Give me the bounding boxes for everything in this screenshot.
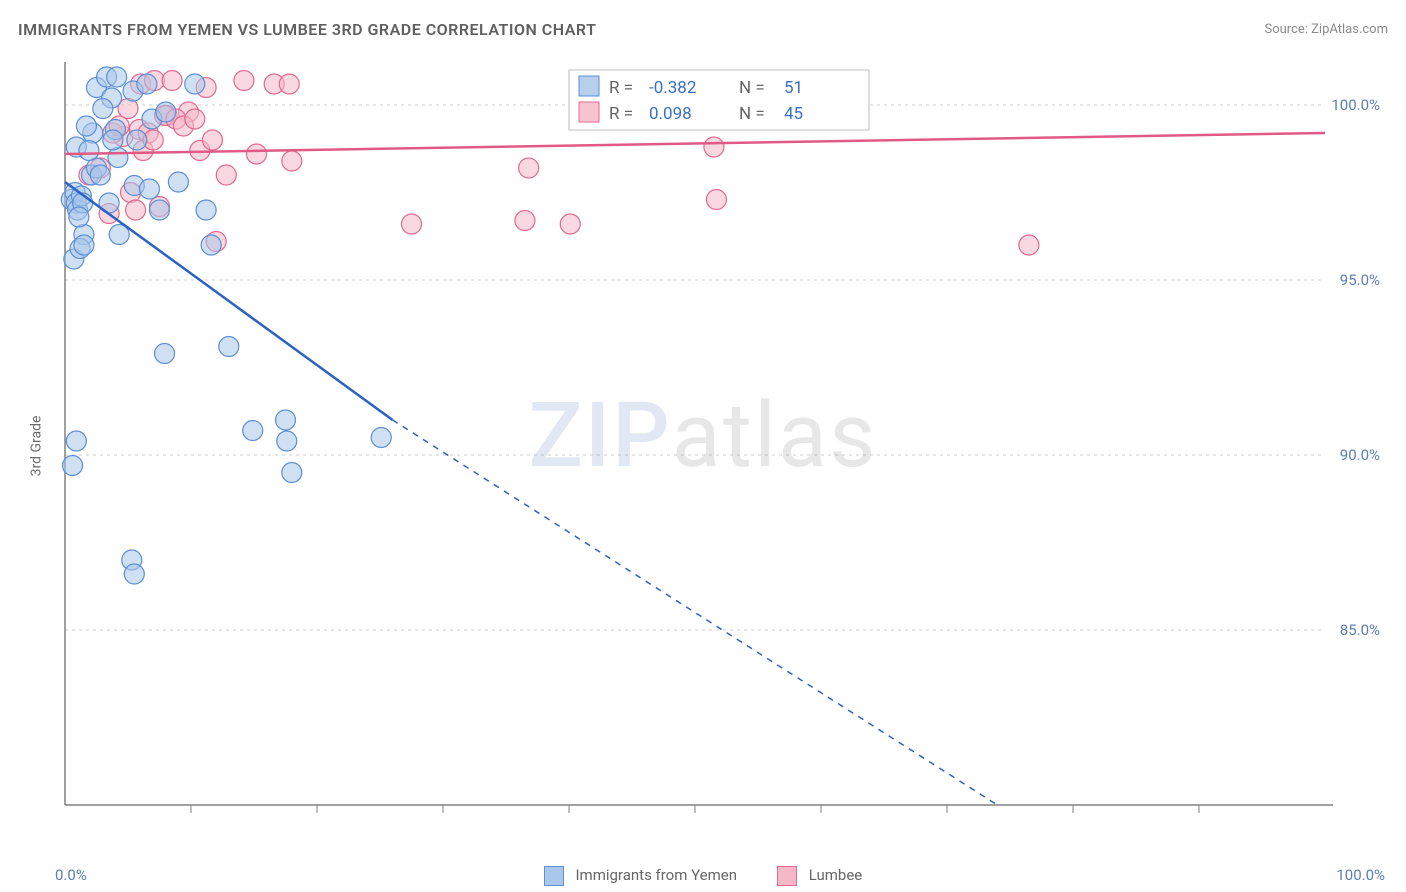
scatter-point	[279, 74, 299, 94]
scatter-point	[103, 130, 123, 150]
legend-label-lumbee: Lumbee	[809, 866, 863, 884]
y-tick-label: 95.0%	[1340, 271, 1380, 289]
trend-line	[65, 133, 1325, 154]
scatter-point	[124, 564, 144, 584]
scatter-point	[234, 71, 254, 91]
scatter-point	[219, 337, 239, 357]
chart-title: IMMIGRANTS FROM YEMEN VS LUMBEE 3RD GRAD…	[18, 20, 596, 39]
scatter-point	[79, 141, 99, 161]
y-tick-label: 85.0%	[1340, 621, 1380, 639]
scatter-point	[126, 200, 146, 220]
scatter-point	[76, 116, 96, 136]
scatter-point	[519, 158, 539, 178]
scatter-point	[155, 344, 175, 364]
scatter-point	[185, 109, 205, 129]
scatter-point	[402, 214, 422, 234]
title-bar: IMMIGRANTS FROM YEMEN VS LUMBEE 3RD GRAD…	[18, 14, 1388, 44]
scatter-point	[196, 200, 216, 220]
scatter-point	[185, 74, 205, 94]
stats-R-value: 0.098	[649, 104, 692, 124]
scatter-point	[1019, 235, 1039, 255]
stats-R-label: R =	[609, 78, 633, 98]
scatter-point	[108, 148, 128, 168]
scatter-point	[66, 431, 86, 451]
source-label: Source: ZipAtlas.com	[1264, 22, 1388, 37]
scatter-point	[74, 235, 94, 255]
trend-line	[65, 182, 393, 420]
scatter-plot: 85.0% 90.0% 95.0% 100.0% R = -0.382 N = 51 R = 0.…	[55, 60, 1385, 835]
y-tick-label: 90.0%	[1340, 446, 1380, 464]
legend-swatch-lumbee	[777, 866, 797, 886]
scatter-point	[107, 67, 127, 87]
scatter-point	[243, 421, 263, 441]
scatter-point	[90, 165, 110, 185]
legend-label-yemen: Immigrants from Yemen	[575, 866, 737, 884]
scatter-point	[216, 165, 236, 185]
legend-swatch-yemen	[544, 866, 564, 886]
y-tick-label: 100.0%	[1331, 96, 1380, 114]
legend-item-lumbee: Lumbee	[777, 866, 862, 886]
scatter-point	[282, 463, 302, 483]
bottom-legend: Immigrants from Yemen Lumbee	[0, 866, 1406, 886]
scatter-point	[137, 74, 157, 94]
stats-swatch	[579, 102, 599, 122]
stats-N-value: 45	[784, 104, 803, 124]
scatter-point	[93, 99, 113, 119]
trend-line-dashed	[393, 420, 998, 805]
scatter-point	[704, 137, 724, 157]
scatter-point	[706, 190, 726, 210]
stats-N-label: N =	[739, 104, 765, 124]
scatter-point	[150, 200, 170, 220]
scatter-point	[202, 130, 222, 150]
stats-N-label: N =	[739, 78, 765, 98]
scatter-point	[127, 130, 147, 150]
scatter-point	[201, 235, 221, 255]
scatter-point	[168, 172, 188, 192]
stats-R-value: -0.382	[649, 78, 696, 98]
scatter-point	[371, 428, 391, 448]
stats-R-label: R =	[609, 104, 633, 124]
scatter-point	[560, 214, 580, 234]
legend-item-yemen: Immigrants from Yemen	[544, 866, 737, 886]
y-axis-label: 3rd Grade	[28, 416, 44, 477]
scatter-point	[247, 144, 267, 164]
scatter-point	[162, 71, 182, 91]
scatter-point	[139, 179, 159, 199]
scatter-point	[515, 211, 535, 231]
chart-container: IMMIGRANTS FROM YEMEN VS LUMBEE 3RD GRAD…	[0, 0, 1406, 892]
scatter-point	[69, 207, 89, 227]
scatter-point	[156, 102, 176, 122]
scatter-point	[276, 410, 296, 430]
scatter-point	[282, 151, 302, 171]
scatter-point	[63, 456, 83, 476]
stats-N-value: 51	[784, 78, 803, 98]
scatter-point	[277, 431, 297, 451]
stats-swatch	[579, 76, 599, 96]
